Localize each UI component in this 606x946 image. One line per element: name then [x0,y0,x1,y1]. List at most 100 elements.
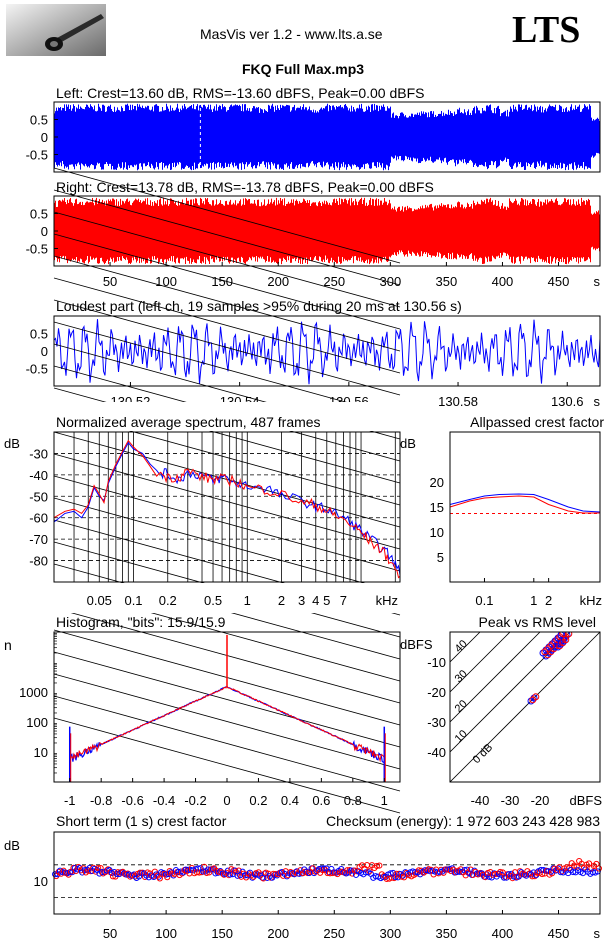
mask [53,583,402,613]
chart-title: Short term (1 s) crest factor [56,813,227,829]
y-tick-label: -0.5 [26,148,48,163]
crest-point [392,873,399,881]
x-tick-label: 0.4 [281,793,299,808]
scatter-point [562,636,570,644]
x-tick-label: 450 [548,926,570,941]
y-tick-label: 0.5 [30,207,48,222]
crest-point [103,867,111,874]
scatter-point [559,632,567,638]
crest-point [380,873,387,881]
crest-point [348,867,355,874]
scatter-point [539,649,547,657]
mask [53,402,402,431]
crest-point [585,860,593,867]
histogram-right [69,685,385,763]
crest-point [351,867,358,874]
x-tick-label: 150 [211,926,233,941]
short-term-frame [53,831,601,915]
diagonal-label: 30 [453,668,470,685]
slope-line [53,233,401,330]
crest-points [52,857,602,883]
x-tick-label: 450 [548,274,570,289]
file-title: FKQ Full Max.mp3 [242,61,364,77]
chart-title: Peak vs RMS level [479,614,596,630]
y-tick-label: 100 [26,715,48,730]
crest-point [319,866,326,874]
mask [0,410,54,590]
x-tick-label: 0.5 [204,593,222,608]
spectrum-grid [53,167,401,814]
right-waveform-plot [54,197,600,265]
x-tick-label: 0.6 [312,793,330,808]
loudest-part-frame [53,315,601,387]
brand-text: LTS [512,9,581,51]
x-tick-label: -0.4 [153,793,175,808]
chart-title: Right: Crest=13.78 dB, RMS=-13.78 dBFS, … [56,179,434,195]
y-tick-label: -60 [29,511,48,526]
x-tick-label: 1 [244,593,251,608]
crest-point [215,869,223,876]
histogram-left [69,686,385,763]
crest-point [467,866,474,873]
crest-point [156,875,163,882]
y-tick-label: 0 [41,224,48,239]
diagonal-label: 20 [453,698,470,715]
x-tick-label: 130.58 [438,394,478,409]
y-tick-label: 5 [437,550,444,565]
x-tick-label: -1 [64,793,76,808]
x-tick-label: 5 [323,593,330,608]
y-axis-label: n [4,637,12,653]
crest-point [195,865,202,872]
x-tick-label: 50 [103,274,117,289]
y-tick-label: -20 [427,685,446,700]
slope-line [53,497,401,594]
y-tick-label: -80 [29,554,48,569]
crest-point [393,870,400,877]
x-tick-label: 0.8 [344,793,362,808]
app-title: MasVis ver 1.2 - www.lts.a.se [200,26,383,42]
y-tick-label: -0.5 [26,242,48,257]
y-tick-label: 0 [41,344,48,359]
y-tick-label: -0.5 [26,362,48,377]
slope-line [53,189,401,286]
x-tick-label: 1 [381,793,388,808]
x-tick-label: -0.6 [121,793,143,808]
diagonal-label: 40 [453,638,470,655]
x-tick-label: 7 [340,593,347,608]
x-tick-label: 130.6 [551,394,584,409]
crest-diagonal [450,632,511,693]
crest-diagonal [450,632,571,753]
x-unit-label: s [594,926,601,941]
crest-series [449,495,600,514]
chart-title: Normalized average spectrum, 487 frames [56,414,321,430]
slope-line [53,167,401,264]
x-tick-label: 100 [155,926,177,941]
y-axis-label: dB [4,436,20,451]
crest-point [164,874,171,881]
x-tick-label: 0.2 [159,593,177,608]
y-tick-label: 15 [430,500,444,515]
slope-line [53,475,401,572]
crest-point [219,870,226,877]
scatter-point [557,632,565,639]
x-tick-label: 400 [492,274,514,289]
allpassed-frame [449,431,601,583]
crest-point [196,869,203,876]
x-tick-label: 50 [103,926,117,941]
y-tick-label: 0.5 [30,113,48,128]
y-tick-label: -70 [29,532,48,547]
crest-point [412,869,419,876]
x-tick-label: 200 [267,274,289,289]
slope-line [53,299,401,396]
x-tick-label: 0.05 [87,593,112,608]
y-tick-label: 0 [41,130,48,145]
y-tick-label: -40 [427,745,446,760]
x-tick-label: 3 [298,593,305,608]
scatter-point [560,637,568,645]
crest-point [573,863,580,870]
crest-point [97,864,104,872]
x-tick-label: 2 [545,593,552,608]
chart-title: Loudest part (left ch, 19 samples >95% d… [56,298,462,314]
crest-diagonal [450,632,481,663]
